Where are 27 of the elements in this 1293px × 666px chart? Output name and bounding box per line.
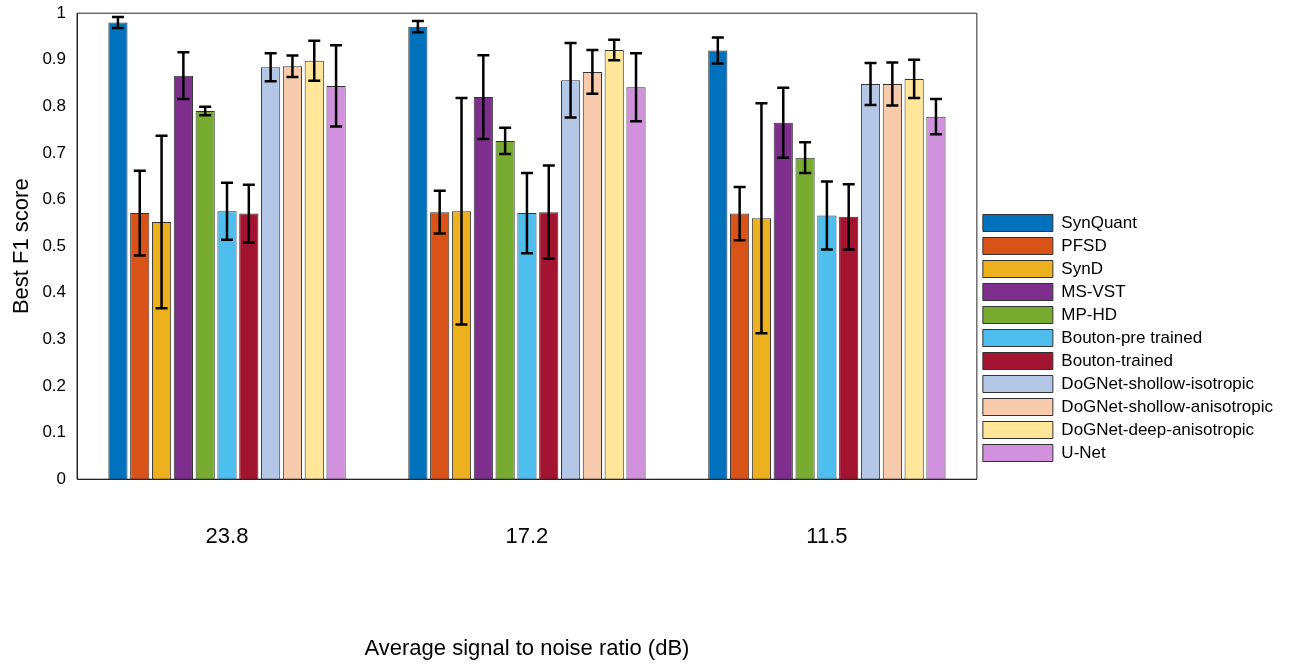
x-axis-title: Average signal to noise ratio (dB) bbox=[364, 634, 690, 660]
legend-label: Bouton-trained bbox=[1061, 350, 1173, 370]
legend-label: SynQuant bbox=[1061, 212, 1138, 232]
legend-label: MP-HD bbox=[1061, 304, 1118, 324]
y-tick-label: 0.2 bbox=[42, 375, 67, 395]
y-tick-label: 1 bbox=[56, 2, 67, 22]
legend-label: DoGNet-deep-anisotropic bbox=[1061, 419, 1255, 439]
x-tick-label: 23.8 bbox=[205, 523, 249, 549]
legend-label: DoGNet-shollow-anisotropic bbox=[1061, 396, 1274, 416]
y-tick-label: 0 bbox=[56, 468, 67, 488]
legend-label: DoGNet-shollow-isotropic bbox=[1061, 373, 1255, 393]
y-axis-title: Best F1 score bbox=[8, 178, 34, 315]
y-tick-label: 0.5 bbox=[42, 235, 67, 255]
legend-label: Bouton-pre trained bbox=[1061, 327, 1203, 347]
y-tick-label: 0.6 bbox=[42, 189, 67, 209]
legend-label: SynD bbox=[1061, 258, 1103, 278]
y-tick-label: 0.4 bbox=[42, 282, 67, 302]
y-tick-label: 0.3 bbox=[42, 329, 67, 349]
legend-label: U-Net bbox=[1061, 442, 1107, 462]
legend-label: MS-VST bbox=[1061, 281, 1126, 301]
legend-label: PFSD bbox=[1061, 235, 1107, 255]
y-tick-label: 0.9 bbox=[42, 49, 67, 69]
y-tick-label: 0.7 bbox=[42, 142, 67, 162]
y-tick-label: 0.1 bbox=[42, 422, 67, 442]
y-tick-label: 0.8 bbox=[42, 96, 67, 116]
x-tick-label: 17.2 bbox=[505, 523, 549, 549]
x-tick-label: 11.5 bbox=[806, 523, 848, 549]
